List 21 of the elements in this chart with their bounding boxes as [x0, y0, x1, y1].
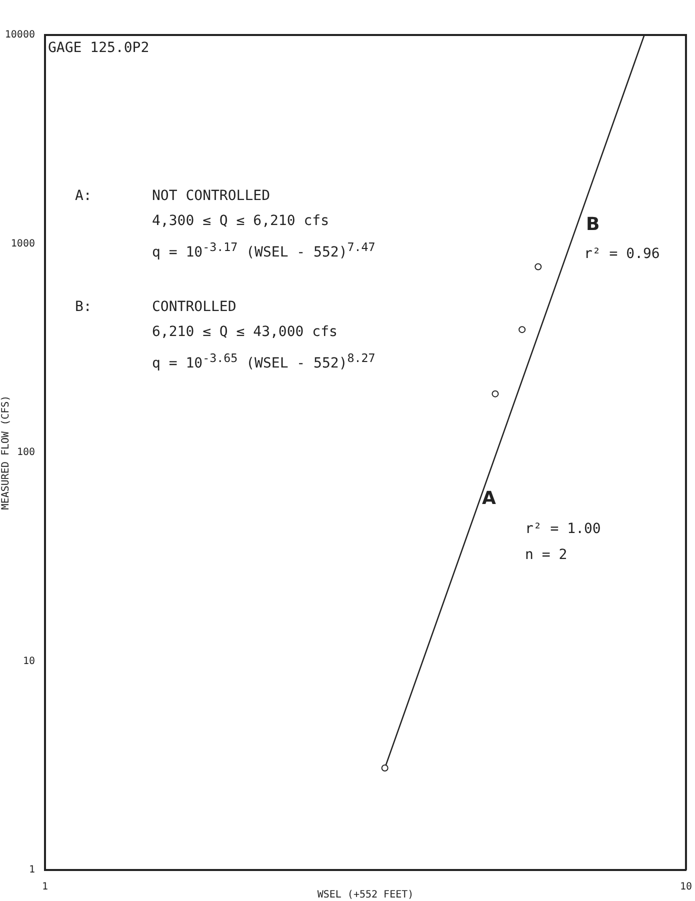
x-axis-title: WSEL (+552 FEET) [317, 890, 414, 901]
annotation: A [482, 488, 496, 509]
annotation: r² = 1.00 [525, 521, 601, 537]
annotation: 6,210 ≤ Q ≤ 43,000 cfs [152, 324, 338, 340]
annotation: 4,300 ≤ Q ≤ 6,210 cfs [152, 213, 330, 229]
annotation: r² = 0.96 [584, 246, 660, 262]
annotation: q = 10$^{-3.65}$ (WSEL - 552)$^{8.27}$ [152, 351, 376, 372]
y-tick-label: 10000 [4, 30, 35, 41]
y-axis-title: MEASURED FLOW (CFS) [0, 395, 12, 510]
annotation: n = 2 [525, 547, 568, 563]
annotation: GAGE 125.0P2 [48, 40, 150, 56]
annotation: A: [75, 188, 92, 204]
annotation: NOT CONTROLLED [152, 188, 270, 204]
y-tick-label: 100 [16, 447, 35, 458]
y-tick-label: 1000 [10, 238, 35, 250]
y-tick-label: 1 [28, 864, 35, 876]
y-tick-label: 10 [22, 656, 35, 667]
annotation: B [586, 214, 600, 235]
annotation: q = 10$^{-3.17}$ (WSEL - 552)$^{7.47}$ [152, 240, 376, 261]
annotation: CONTROLLED [152, 299, 236, 315]
annotation: B: [75, 299, 92, 315]
